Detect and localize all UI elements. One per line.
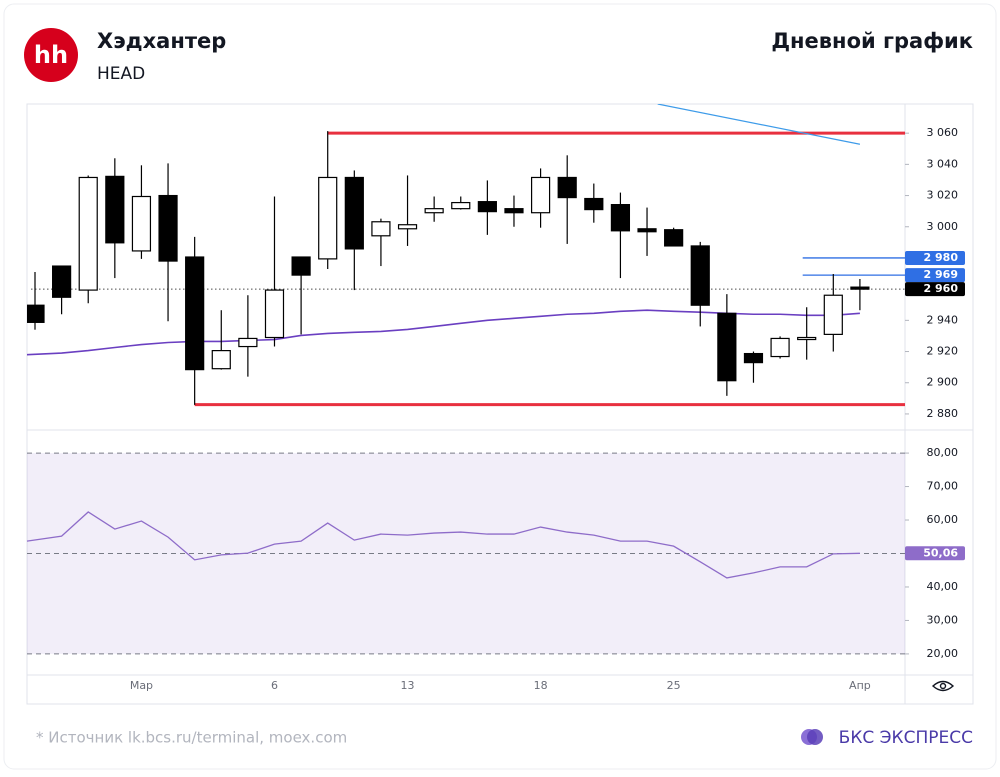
trend-line — [657, 104, 861, 145]
card — [3, 3, 997, 770]
candle-body — [238, 337, 258, 348]
candle-body — [584, 197, 604, 211]
brand: БКС ЭКСПРЕСС — [839, 728, 973, 748]
candle-body — [637, 228, 657, 233]
price-label: 2 980 — [924, 251, 959, 264]
candle-body — [823, 294, 843, 335]
candle-body — [27, 304, 45, 323]
candle-body — [52, 265, 72, 298]
candle-body — [78, 176, 98, 291]
candle-body — [504, 208, 524, 214]
candle-body — [850, 286, 870, 290]
brand-icon — [801, 729, 823, 745]
candle-body — [131, 195, 152, 252]
x-tick-label: 13 — [401, 679, 415, 692]
y-tick-label: 3 000 — [927, 220, 959, 233]
candle-body — [211, 350, 231, 370]
candle-body — [264, 289, 285, 339]
candle-body — [557, 176, 577, 199]
chart-label: Дневной график — [771, 29, 973, 53]
y-tick-label: 2 920 — [927, 345, 959, 358]
price-label-box — [905, 268, 965, 283]
rsi-label-box — [905, 546, 965, 561]
y-tick-label: 30,00 — [927, 613, 959, 626]
price-pane — [27, 104, 905, 407]
y-tick-label: 20,00 — [927, 647, 959, 660]
y-tick-label: 80,00 — [927, 446, 959, 459]
candle-body — [291, 256, 311, 276]
candle-body — [477, 201, 497, 213]
chart-frame — [26, 103, 974, 705]
candle-body — [743, 352, 764, 364]
y-tick-label: 40,00 — [927, 580, 959, 593]
x-tick-label: 6 — [271, 679, 278, 692]
y-tick-label: 3 040 — [927, 157, 959, 170]
candle-body — [797, 336, 817, 341]
y-tick-label: 70,00 — [927, 480, 959, 493]
title: Хэдхантер — [97, 29, 226, 53]
rsi-line — [26, 511, 860, 579]
y-tick-label: 2 900 — [927, 376, 959, 389]
ticker: HEAD — [97, 64, 145, 84]
y-tick-label: 3 060 — [927, 126, 959, 139]
y-tick-label: 60,00 — [927, 513, 959, 526]
candle-body — [185, 256, 205, 371]
candle-body — [717, 312, 737, 382]
candle-body — [105, 175, 125, 244]
y-tick-label: 3 020 — [927, 189, 959, 202]
candle-body — [610, 204, 631, 232]
source: * Источник lk.bcs.ru/terminal, moex.com — [36, 729, 347, 747]
candle-body — [690, 245, 710, 306]
logo — [24, 28, 78, 82]
candle-body — [424, 208, 444, 214]
candle-body — [530, 176, 551, 214]
x-tick-label: 25 — [667, 679, 681, 692]
candle-body — [770, 337, 790, 358]
x-tick-label: Мар — [130, 679, 153, 692]
candle-body — [371, 221, 391, 237]
y-tick-label: 2 880 — [927, 407, 959, 420]
x-tick-label: Апр — [849, 679, 871, 692]
candle-body — [318, 176, 338, 260]
logo-text: hh — [34, 41, 68, 69]
x-tick-label: 18 — [534, 679, 548, 692]
eye-icon[interactable] — [931, 680, 955, 692]
price-label-box — [905, 282, 965, 297]
price-label-box — [905, 250, 965, 265]
candle-body — [664, 229, 684, 247]
y-tick-label: 2 940 — [927, 313, 959, 326]
candle-body — [344, 176, 364, 250]
candle-body — [158, 194, 178, 262]
price-label: 2 960 — [924, 282, 959, 295]
candle-body — [397, 224, 418, 230]
rsi-label: 50,06 — [923, 546, 958, 559]
candle-body — [451, 201, 471, 210]
price-label: 2 969 — [924, 268, 958, 281]
rsi-band — [27, 453, 905, 654]
